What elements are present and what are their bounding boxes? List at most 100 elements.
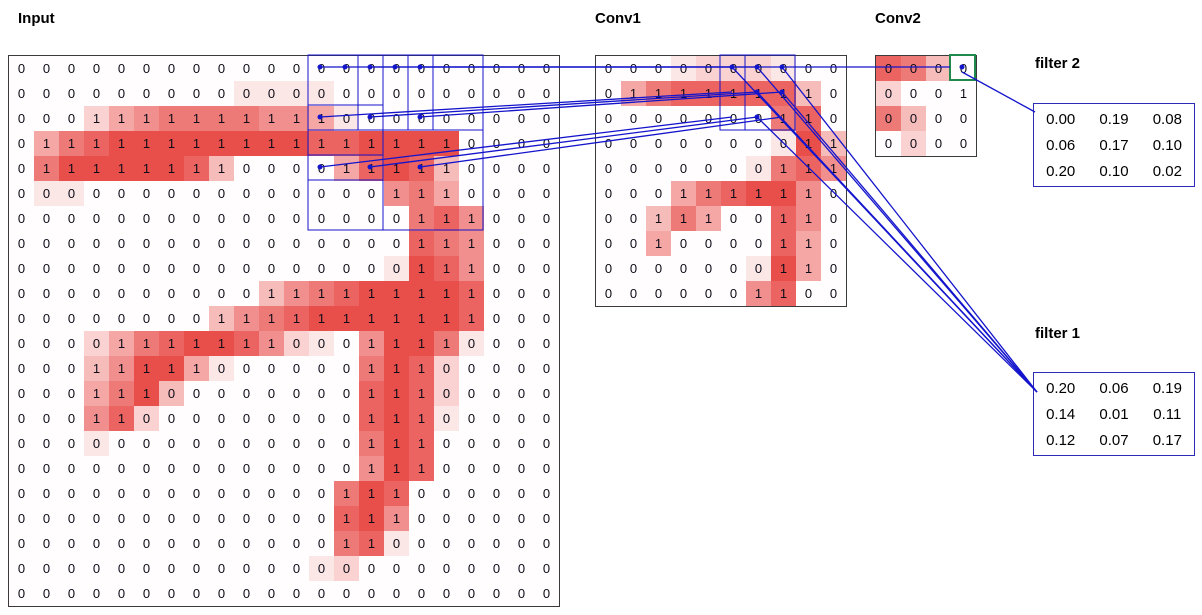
input-cell: 0 (492, 336, 501, 351)
conv1-cell: 0 (679, 261, 688, 276)
input-cell: 0 (492, 386, 501, 401)
input-cell: 1 (334, 131, 359, 156)
input-cell: 0 (17, 286, 26, 301)
input-cell: 0 (292, 361, 301, 376)
conv1-cell: 1 (796, 156, 821, 181)
input-cell: 0 (317, 261, 326, 276)
input-cell: 0 (317, 536, 326, 551)
conv2-cell: 0 (901, 131, 926, 156)
input-cell: 0 (192, 236, 201, 251)
conv2-cell: 0 (959, 61, 968, 76)
input-cell: 0 (217, 511, 226, 526)
input-cell: 1 (134, 381, 159, 406)
input-cell: 0 (92, 186, 101, 201)
conv1-cell: 0 (604, 161, 613, 176)
input-cell: 1 (209, 331, 234, 356)
input-cell: 1 (84, 356, 109, 381)
conv1-title: Conv1 (595, 10, 641, 27)
input-cell: 0 (417, 86, 426, 101)
input-cell: 0 (167, 536, 176, 551)
input-cell: 0 (492, 511, 501, 526)
input-cell: 0 (192, 86, 201, 101)
filter1-row: 0.12 0.07 0.17 (1034, 427, 1194, 453)
conv2-cell: 0 (934, 111, 943, 126)
input-cell: 1 (334, 481, 359, 506)
conv2-cell: 0 (959, 136, 968, 151)
input-cell: 1 (359, 381, 384, 406)
input-cell: 0 (417, 61, 426, 76)
conv1-cell: 0 (829, 261, 838, 276)
input-cell: 1 (359, 156, 384, 181)
conv1-cell: 0 (604, 136, 613, 151)
input-cell: 0 (217, 461, 226, 476)
input-cell: 0 (67, 336, 76, 351)
input-cell: 0 (317, 436, 326, 451)
input-cell: 0 (142, 561, 151, 576)
conv1-cell: 0 (746, 156, 771, 181)
input-cell: 0 (67, 86, 76, 101)
conv1-cell: 1 (696, 81, 721, 106)
input-cell: 0 (542, 411, 551, 426)
input-cell: 0 (317, 461, 326, 476)
input-cell: 0 (67, 286, 76, 301)
input-cell: 0 (167, 461, 176, 476)
input-cell: 0 (242, 236, 251, 251)
conv1-cell: 1 (671, 181, 696, 206)
input-cell: 1 (59, 131, 84, 156)
filter1-label: filter 1 (1035, 325, 1081, 342)
conv1-cell: 1 (746, 181, 771, 206)
input-cell: 1 (334, 281, 359, 306)
input-cell: 0 (367, 111, 376, 126)
conv1-cell: 0 (829, 186, 838, 201)
input-cell: 0 (242, 61, 251, 76)
input-cell: 0 (117, 86, 126, 101)
input-cell: 0 (392, 86, 401, 101)
conv1-cell: 0 (771, 131, 796, 156)
input-cell: 0 (317, 411, 326, 426)
input-cell: 0 (17, 311, 26, 326)
input-cell: 1 (309, 306, 334, 331)
input-cell: 0 (517, 136, 526, 151)
conv1-cell: 1 (646, 231, 671, 256)
input-cell: 0 (192, 61, 201, 76)
input-cell: 0 (34, 181, 59, 206)
conv1-cell: 0 (729, 161, 738, 176)
input-cell: 0 (117, 186, 126, 201)
input-cell: 0 (492, 86, 501, 101)
input-cell: 0 (442, 61, 451, 76)
input-cell: 0 (84, 331, 109, 356)
conv2-cell: 0 (934, 86, 943, 101)
input-cell: 1 (359, 431, 384, 456)
conv1-cell: 0 (679, 236, 688, 251)
input-cell: 0 (92, 486, 101, 501)
input-cell: 1 (359, 331, 384, 356)
input-cell: 1 (359, 481, 384, 506)
conv1-cell: 0 (729, 236, 738, 251)
input-cell: 1 (359, 406, 384, 431)
input-cell: 0 (467, 561, 476, 576)
input-cell: 0 (42, 436, 51, 451)
input-cell: 0 (242, 511, 251, 526)
input-cell: 1 (109, 131, 134, 156)
input-cell: 0 (342, 236, 351, 251)
input-cell: 1 (409, 456, 434, 481)
input-cell: 0 (517, 586, 526, 601)
input-cell: 0 (392, 211, 401, 226)
filter1-value: 0.07 (1099, 431, 1129, 449)
input-cell: 1 (434, 331, 459, 356)
input-cell: 1 (384, 281, 409, 306)
filter2-value: 0.19 (1099, 110, 1129, 128)
input-cell: 0 (92, 586, 101, 601)
input-cell: 0 (242, 486, 251, 501)
input-cell: 0 (17, 211, 26, 226)
input-cell: 0 (517, 186, 526, 201)
conv1-cell: 1 (746, 81, 771, 106)
conv2-cell: 1 (959, 86, 968, 101)
input-cell: 0 (234, 81, 259, 106)
input-cell: 0 (467, 361, 476, 376)
input-cell: 0 (67, 236, 76, 251)
input-cell: 0 (142, 236, 151, 251)
conv1-cell: 0 (604, 261, 613, 276)
input-cell: 0 (42, 386, 51, 401)
input-cell: 1 (84, 381, 109, 406)
